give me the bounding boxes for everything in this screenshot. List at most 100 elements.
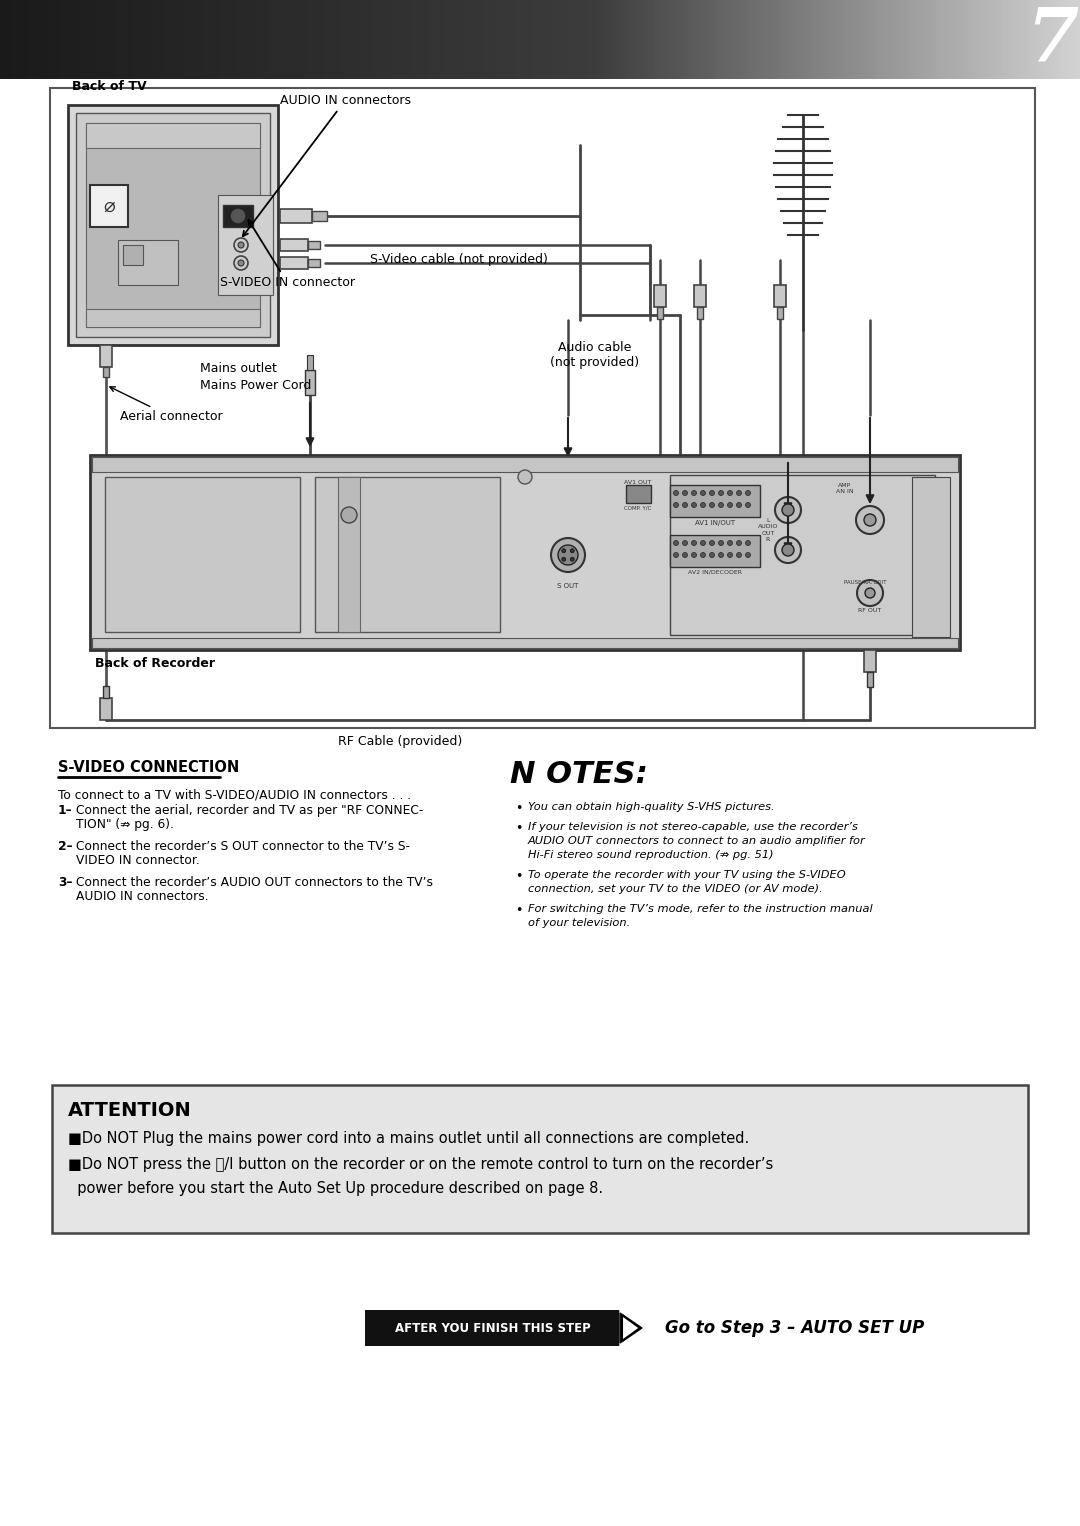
Bar <box>43 0 46 79</box>
Bar <box>904 0 907 79</box>
Bar <box>753 0 756 79</box>
Bar <box>774 0 778 79</box>
Bar <box>654 285 666 307</box>
Bar <box>980 0 983 79</box>
Bar <box>936 0 940 79</box>
Bar <box>284 0 288 79</box>
Bar <box>508 0 511 79</box>
Bar <box>208 0 213 79</box>
Bar <box>327 0 332 79</box>
Bar <box>912 478 950 636</box>
Text: To connect to a TV with S-VIDEO/AUDIO IN connectors . . .: To connect to a TV with S-VIDEO/AUDIO IN… <box>58 787 411 801</box>
Text: AUDIO IN connectors.: AUDIO IN connectors. <box>76 890 208 903</box>
Text: 7: 7 <box>1026 3 1078 76</box>
Text: Back of Recorder: Back of Recorder <box>95 658 215 670</box>
Bar <box>515 0 518 79</box>
Bar <box>52 1085 1028 1233</box>
Bar <box>57 0 62 79</box>
Bar <box>964 0 969 79</box>
Circle shape <box>570 557 575 562</box>
Text: To operate the recorder with your TV using the S-VIDEO: To operate the recorder with your TV usi… <box>528 870 846 881</box>
Bar <box>742 0 745 79</box>
Bar <box>1069 0 1072 79</box>
Bar <box>835 0 839 79</box>
Bar <box>213 0 216 79</box>
Bar <box>100 0 105 79</box>
Circle shape <box>551 539 585 572</box>
Bar <box>961 0 964 79</box>
Bar <box>159 0 162 79</box>
Text: AFTER YOU FINISH THIS STEP: AFTER YOU FINISH THIS STEP <box>394 1322 591 1335</box>
Bar <box>256 0 259 79</box>
Bar <box>280 240 308 250</box>
Bar <box>932 0 936 79</box>
Bar <box>1051 0 1055 79</box>
Bar <box>429 0 432 79</box>
Bar <box>983 0 986 79</box>
Circle shape <box>745 502 751 508</box>
Bar <box>126 0 130 79</box>
Circle shape <box>562 549 566 552</box>
Bar <box>788 0 792 79</box>
Circle shape <box>737 540 742 545</box>
Bar <box>522 0 526 79</box>
Text: 1–: 1– <box>58 804 72 816</box>
Bar <box>105 0 108 79</box>
Bar <box>475 0 478 79</box>
Circle shape <box>234 238 248 252</box>
Circle shape <box>701 502 705 508</box>
Bar <box>267 0 270 79</box>
Bar <box>947 0 950 79</box>
Bar <box>724 0 727 79</box>
Circle shape <box>238 243 244 249</box>
Circle shape <box>710 540 715 545</box>
Bar <box>435 0 440 79</box>
Bar <box>307 356 313 369</box>
Bar <box>76 0 79 79</box>
Bar <box>727 0 731 79</box>
Circle shape <box>562 557 566 562</box>
Bar <box>118 240 178 285</box>
Bar <box>659 0 662 79</box>
Bar <box>864 0 867 79</box>
Bar <box>1023 0 1026 79</box>
Bar <box>165 0 170 79</box>
Bar <box>270 0 273 79</box>
Bar <box>511 0 515 79</box>
Text: S-Video cable (not provided): S-Video cable (not provided) <box>370 253 548 267</box>
Bar <box>597 0 602 79</box>
Circle shape <box>728 502 732 508</box>
Bar <box>864 650 876 671</box>
Bar <box>36 0 40 79</box>
Bar <box>878 0 882 79</box>
Circle shape <box>238 259 244 266</box>
Bar <box>558 0 562 79</box>
Bar <box>626 485 651 504</box>
Bar <box>677 0 680 79</box>
Text: •: • <box>515 803 523 815</box>
Bar <box>958 0 961 79</box>
Bar <box>440 0 443 79</box>
Bar <box>392 0 396 79</box>
Bar <box>292 0 295 79</box>
Bar <box>288 0 292 79</box>
Bar <box>1037 0 1040 79</box>
Bar <box>1015 0 1018 79</box>
Bar <box>767 0 770 79</box>
Bar <box>281 0 284 79</box>
Bar <box>910 0 915 79</box>
Bar <box>280 209 312 223</box>
Bar <box>1001 0 1004 79</box>
Circle shape <box>745 552 751 557</box>
Bar <box>218 195 273 295</box>
Circle shape <box>683 540 688 545</box>
Bar <box>241 0 245 79</box>
Bar <box>194 0 198 79</box>
Text: ATTENTION: ATTENTION <box>68 1100 192 1120</box>
Circle shape <box>737 552 742 557</box>
Bar <box>626 0 630 79</box>
Bar <box>1040 0 1044 79</box>
Text: Back of TV: Back of TV <box>72 79 147 93</box>
Bar <box>338 478 360 632</box>
Text: Connect the aerial, recorder and TV as per "RF CONNEC-: Connect the aerial, recorder and TV as p… <box>76 804 423 816</box>
